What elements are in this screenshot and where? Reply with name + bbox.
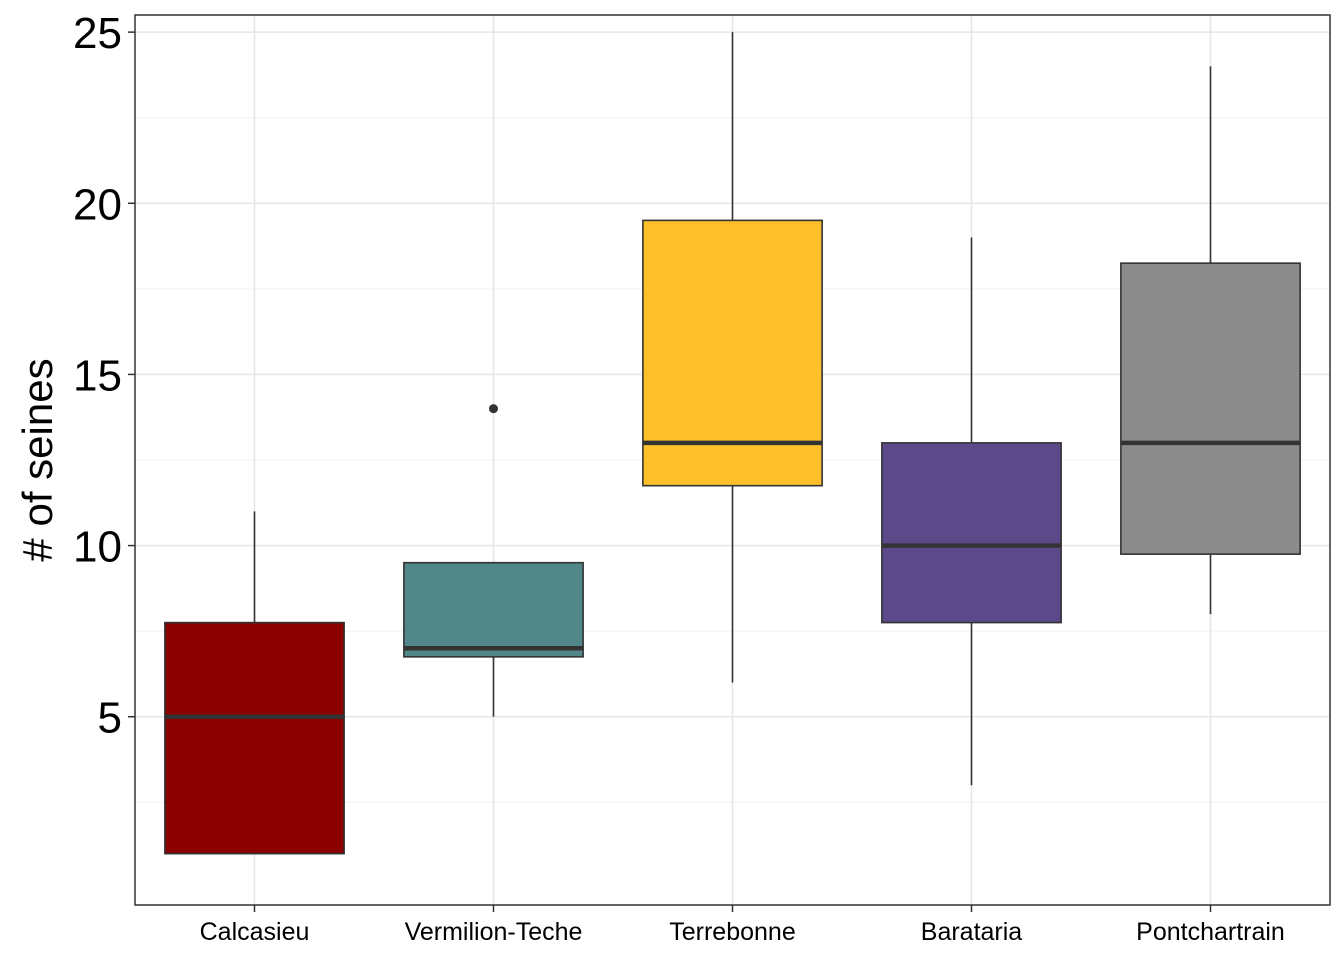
outlier-point — [489, 404, 498, 414]
box-terrebonne — [642, 32, 823, 683]
y-axis-title: # of seines — [14, 358, 61, 561]
box-vermilion-teche — [403, 404, 584, 717]
box-barataria — [881, 237, 1062, 786]
box-body — [403, 561, 584, 658]
y-tick-label: 15 — [73, 351, 122, 400]
x-tick-label: Vermilion-Teche — [405, 918, 583, 946]
y-tick-label: 20 — [73, 180, 122, 229]
x-tick-label: Calcasieu — [200, 918, 310, 946]
boxes-layer — [164, 32, 1301, 855]
y-tick-label: 5 — [98, 694, 122, 743]
box-body — [881, 442, 1062, 624]
box-body — [642, 219, 823, 487]
box-calcasieu — [164, 511, 345, 855]
y-tick-label: 10 — [73, 523, 122, 572]
x-tick-label: Pontchartrain — [1136, 918, 1285, 946]
y-tick-label: 25 — [73, 9, 122, 58]
box-body — [1120, 262, 1301, 555]
x-tick-label: Terrebonne — [669, 918, 795, 946]
x-tick-label: Barataria — [921, 918, 1023, 946]
box-pontchartrain — [1120, 66, 1301, 615]
box-body — [164, 621, 345, 855]
axes-layer: 5 10 15 20 25 Calcasieu Vermilion-Teche Terrebo… — [73, 9, 1285, 946]
